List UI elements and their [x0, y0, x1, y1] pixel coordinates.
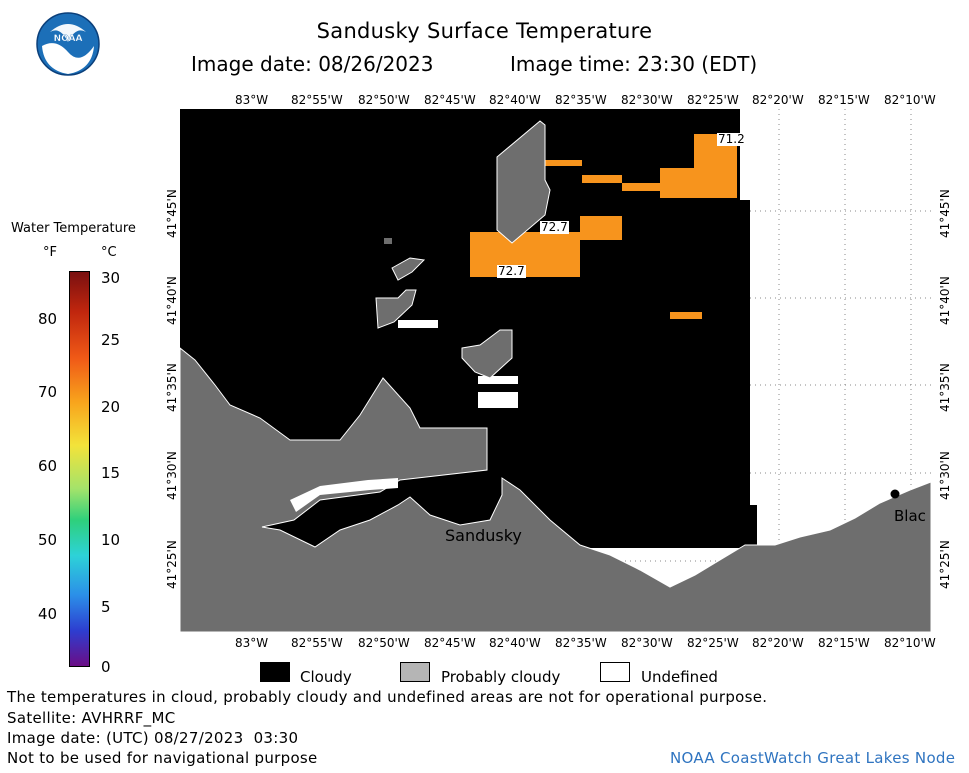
probably-cloudy-island	[461, 329, 513, 379]
left-lat-0: 41°45'N	[165, 189, 179, 238]
undefined-patch	[478, 376, 518, 384]
top-lon-0: 83°W	[235, 93, 269, 107]
temp-label-3: 72.7	[497, 264, 526, 278]
footer-nav-warning: Not to be used for navigational purpose	[7, 749, 318, 767]
right-lat-3: 41°30'N	[938, 451, 952, 500]
colorbar	[69, 271, 90, 667]
colorbar-c-tick: 30	[101, 269, 121, 287]
top-lon-2: 82°50'W	[358, 93, 410, 107]
key-swatch-undefined	[600, 662, 630, 682]
map-land-south	[180, 347, 931, 632]
left-lat-4: 41°25'N	[165, 540, 179, 589]
bottom-lon-6: 82°30'W	[621, 636, 673, 650]
bottom-lon-2: 82°50'W	[358, 636, 410, 650]
top-lon-9: 82°15'W	[818, 93, 870, 107]
right-lat-1: 41°40'N	[938, 276, 952, 325]
undefined-patch	[398, 320, 438, 328]
place-label-sandusky: Sandusky	[445, 526, 522, 545]
undefined-patch	[290, 478, 398, 512]
probably-cloudy-island	[375, 289, 417, 329]
top-lon-7: 82°25'W	[687, 93, 739, 107]
bottom-lon-10: 82°10'W	[884, 636, 936, 650]
colorbar-c-tick: 0	[101, 658, 111, 676]
colorbar-f-tick: 50	[38, 531, 58, 549]
colorbar-unit-f: °F	[43, 245, 57, 260]
left-lat-2: 41°35'N	[165, 363, 179, 412]
image-date: Image date: 08/26/2023	[191, 52, 434, 76]
warm-water-areas	[470, 134, 737, 319]
footer-credit: NOAA CoastWatch Great Lakes Node	[670, 749, 956, 767]
top-lon-6: 82°30'W	[621, 93, 673, 107]
key-swatch-probably-cloudy	[400, 662, 430, 682]
noaa-logo: NOAA	[36, 12, 100, 76]
colorbar-f-tick: 60	[38, 457, 58, 475]
bottom-lon-9: 82°15'W	[818, 636, 870, 650]
bottom-lon-7: 82°25'W	[687, 636, 739, 650]
bottom-lon-3: 82°45'W	[424, 636, 476, 650]
left-lat-3: 41°30'N	[165, 451, 179, 500]
bottom-lon-8: 82°20'W	[752, 636, 804, 650]
colorbar-c-tick: 10	[101, 531, 121, 549]
temp-label-1: 71.2	[717, 132, 746, 146]
key-label-undefined: Undefined	[641, 668, 718, 686]
probably-cloudy-island	[384, 238, 392, 244]
footer-utc-date: Image date: (UTC) 08/27/2023 03:30	[7, 729, 299, 747]
sst-map	[180, 109, 931, 632]
bottom-lon-0: 83°W	[235, 636, 269, 650]
colorbar-c-tick: 15	[101, 464, 121, 482]
bottom-lon-1: 82°55'W	[291, 636, 343, 650]
top-lon-10: 82°10'W	[884, 93, 936, 107]
right-lat-0: 41°45'N	[938, 189, 952, 238]
right-lat-2: 41°35'N	[938, 363, 952, 412]
footer-disclaimer: The temperatures in cloud, probably clou…	[7, 688, 768, 706]
bottom-lon-4: 82°40'W	[489, 636, 541, 650]
city-marker	[890, 489, 900, 499]
key-swatch-cloudy	[260, 662, 290, 682]
top-lon-5: 82°35'W	[555, 93, 607, 107]
colorbar-c-tick: 25	[101, 331, 121, 349]
top-lon-1: 82°55'W	[291, 93, 343, 107]
top-lon-4: 82°40'W	[489, 93, 541, 107]
key-label-cloudy: Cloudy	[300, 668, 352, 686]
temp-label-2: 72.7	[540, 220, 569, 234]
logo-text: NOAA	[54, 34, 83, 44]
bottom-lon-5: 82°35'W	[555, 636, 607, 650]
colorbar-f-tick: 40	[38, 605, 58, 623]
probably-cloudy-island	[391, 257, 426, 281]
footer-satellite: Satellite: AVHRRF_MC	[7, 709, 176, 727]
right-lat-4: 41°25'N	[938, 540, 952, 589]
image-time: Image time: 23:30 (EDT)	[510, 52, 758, 76]
colorbar-f-tick: 80	[38, 310, 58, 328]
place-label-blac: Blac	[894, 507, 926, 525]
top-lon-8: 82°20'W	[752, 93, 804, 107]
key-label-probably-cloudy: Probably cloudy	[441, 668, 561, 686]
colorbar-c-tick: 20	[101, 398, 121, 416]
undefined-patch	[478, 392, 518, 408]
probably-cloudy-island	[496, 120, 551, 244]
colorbar-title: Water Temperature	[11, 221, 136, 236]
left-lat-1: 41°40'N	[165, 276, 179, 325]
colorbar-c-tick: 5	[101, 598, 111, 616]
top-lon-3: 82°45'W	[424, 93, 476, 107]
colorbar-f-tick: 70	[38, 383, 58, 401]
colorbar-unit-c: °C	[101, 245, 117, 260]
page-title: Sandusky Surface Temperature	[316, 19, 653, 43]
